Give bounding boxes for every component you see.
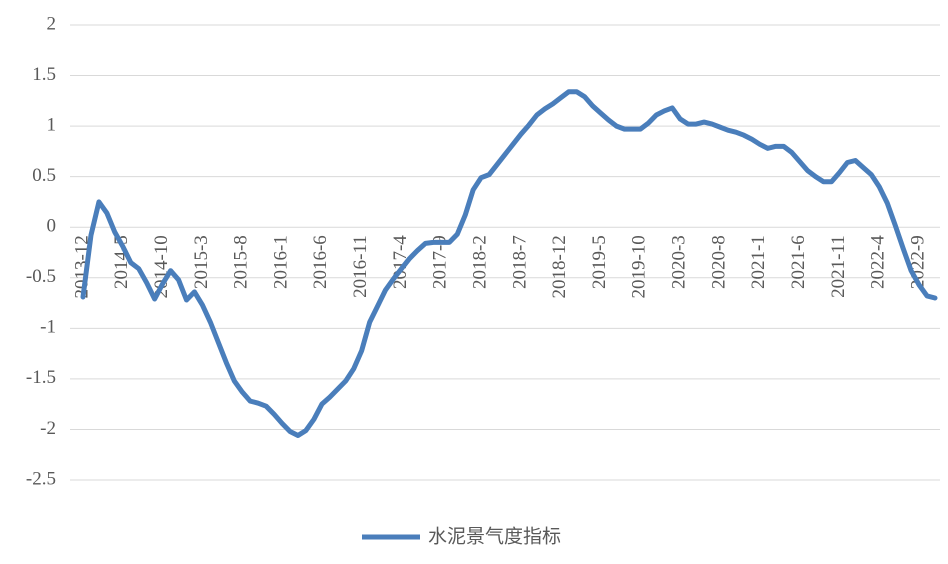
x-tick-label: 2021-6 <box>788 235 809 289</box>
y-tick-label: -2.5 <box>26 468 56 489</box>
y-tick-label: 1.5 <box>32 64 56 85</box>
y-tick-label: -2 <box>40 418 56 439</box>
x-tick-label: 2021-1 <box>748 235 769 289</box>
y-tick-label: 0 <box>47 216 57 237</box>
x-tick-label: 2020-3 <box>669 235 690 289</box>
x-tick-label: 2018-12 <box>549 235 570 298</box>
y-tick-label: 2 <box>47 13 57 34</box>
x-tick-label: 2020-8 <box>708 235 729 289</box>
x-tick-label: 2016-11 <box>350 235 371 298</box>
legend-item: 水泥景气度指标 <box>362 526 561 548</box>
x-tick-label: 2015-8 <box>231 235 252 289</box>
x-tick-label: 2016-6 <box>310 235 331 289</box>
x-tick-label: 2019-5 <box>589 235 610 289</box>
x-tick-label: 2015-3 <box>191 235 212 289</box>
x-tick-label: 2018-7 <box>509 235 530 289</box>
x-tick-label: 2016-1 <box>270 235 291 289</box>
y-tick-label: -0.5 <box>26 266 56 287</box>
x-tick-label: 2014-10 <box>151 235 172 298</box>
y-tick-label: 1 <box>47 114 57 135</box>
x-tick-label: 2021-11 <box>828 235 849 298</box>
y-tick-label: -1.5 <box>26 367 56 388</box>
x-tick-label: 2022-4 <box>868 235 889 289</box>
data-line <box>80 89 938 439</box>
legend-label: 水泥景气度指标 <box>428 526 561 548</box>
y-tick-label: 0.5 <box>32 165 56 186</box>
x-tick-label: 2017-9 <box>430 235 451 289</box>
x-tick-label: 2014-5 <box>111 235 132 289</box>
x-tick-label: 2019-10 <box>629 235 650 298</box>
y-tick-label: -1 <box>40 317 56 338</box>
x-tick-label: 2018-2 <box>469 235 490 289</box>
